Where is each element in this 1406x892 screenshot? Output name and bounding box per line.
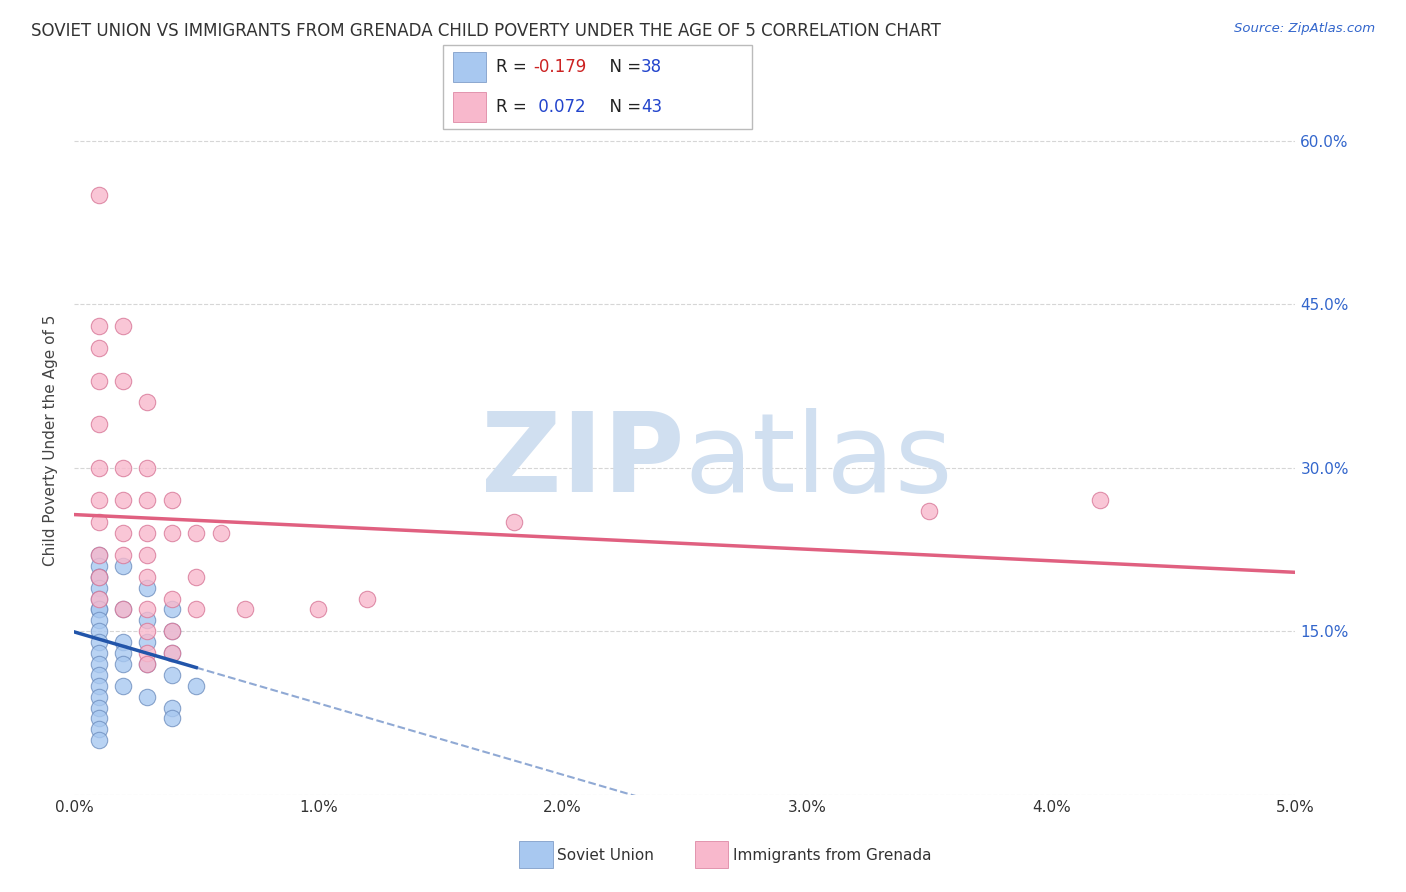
- Text: 38: 38: [641, 58, 662, 76]
- Point: [87, 581, 110, 595]
- Point: [136, 395, 159, 409]
- Point: [87, 493, 110, 508]
- Point: [111, 679, 134, 693]
- Point: [160, 526, 183, 541]
- Point: [233, 602, 256, 616]
- Text: R =: R =: [496, 58, 533, 76]
- Point: [136, 570, 159, 584]
- Point: [186, 679, 208, 693]
- Point: [87, 635, 110, 649]
- Point: [87, 570, 110, 584]
- Point: [918, 504, 941, 518]
- Point: [136, 613, 159, 627]
- Point: [209, 526, 232, 541]
- Text: 0.072: 0.072: [533, 98, 585, 116]
- Point: [87, 417, 110, 432]
- Point: [87, 341, 110, 355]
- Point: [136, 548, 159, 562]
- Point: [186, 570, 208, 584]
- Point: [186, 602, 208, 616]
- Point: [87, 690, 110, 704]
- Point: [87, 723, 110, 737]
- Point: [307, 602, 329, 616]
- Point: [87, 374, 110, 388]
- Point: [502, 515, 524, 529]
- Point: [160, 591, 183, 606]
- Text: atlas: atlas: [685, 409, 953, 516]
- Point: [111, 657, 134, 671]
- Point: [160, 646, 183, 660]
- Point: [111, 558, 134, 573]
- Point: [111, 526, 134, 541]
- Point: [87, 624, 110, 639]
- Point: [136, 581, 159, 595]
- Point: [87, 602, 110, 616]
- Point: [136, 657, 159, 671]
- Point: [87, 188, 110, 202]
- Point: [87, 679, 110, 693]
- Point: [87, 657, 110, 671]
- Point: [87, 558, 110, 573]
- Point: [111, 493, 134, 508]
- Point: [136, 526, 159, 541]
- Point: [87, 591, 110, 606]
- Point: [87, 602, 110, 616]
- Point: [160, 624, 183, 639]
- Text: SOVIET UNION VS IMMIGRANTS FROM GRENADA CHILD POVERTY UNDER THE AGE OF 5 CORRELA: SOVIET UNION VS IMMIGRANTS FROM GRENADA …: [31, 22, 941, 40]
- Point: [87, 646, 110, 660]
- Text: Immigrants from Grenada: Immigrants from Grenada: [733, 848, 931, 863]
- Point: [87, 570, 110, 584]
- Point: [186, 526, 208, 541]
- Point: [111, 460, 134, 475]
- Text: N =: N =: [599, 98, 647, 116]
- Point: [356, 591, 378, 606]
- Point: [160, 700, 183, 714]
- Point: [160, 624, 183, 639]
- Point: [136, 646, 159, 660]
- Point: [111, 319, 134, 334]
- Point: [87, 319, 110, 334]
- Point: [87, 570, 110, 584]
- Text: ZIP: ZIP: [481, 409, 685, 516]
- Point: [87, 613, 110, 627]
- Point: [160, 711, 183, 725]
- Text: N =: N =: [599, 58, 647, 76]
- Point: [136, 602, 159, 616]
- Point: [136, 460, 159, 475]
- Point: [111, 646, 134, 660]
- Point: [111, 635, 134, 649]
- Point: [136, 624, 159, 639]
- Point: [136, 635, 159, 649]
- Point: [87, 700, 110, 714]
- Text: -0.179: -0.179: [533, 58, 586, 76]
- Point: [136, 657, 159, 671]
- Point: [111, 374, 134, 388]
- Point: [136, 493, 159, 508]
- Text: Source: ZipAtlas.com: Source: ZipAtlas.com: [1234, 22, 1375, 36]
- Point: [87, 548, 110, 562]
- Point: [87, 668, 110, 682]
- Point: [87, 733, 110, 747]
- Point: [87, 711, 110, 725]
- Point: [160, 646, 183, 660]
- Point: [87, 515, 110, 529]
- Point: [111, 602, 134, 616]
- Point: [160, 668, 183, 682]
- Point: [136, 690, 159, 704]
- Y-axis label: Child Poverty Under the Age of 5: Child Poverty Under the Age of 5: [44, 315, 58, 566]
- Point: [160, 493, 183, 508]
- Text: Soviet Union: Soviet Union: [557, 848, 654, 863]
- Text: R =: R =: [496, 98, 533, 116]
- Point: [87, 548, 110, 562]
- Point: [111, 602, 134, 616]
- Point: [160, 602, 183, 616]
- Point: [87, 591, 110, 606]
- Point: [1088, 493, 1111, 508]
- Point: [87, 460, 110, 475]
- Point: [111, 548, 134, 562]
- Text: 43: 43: [641, 98, 662, 116]
